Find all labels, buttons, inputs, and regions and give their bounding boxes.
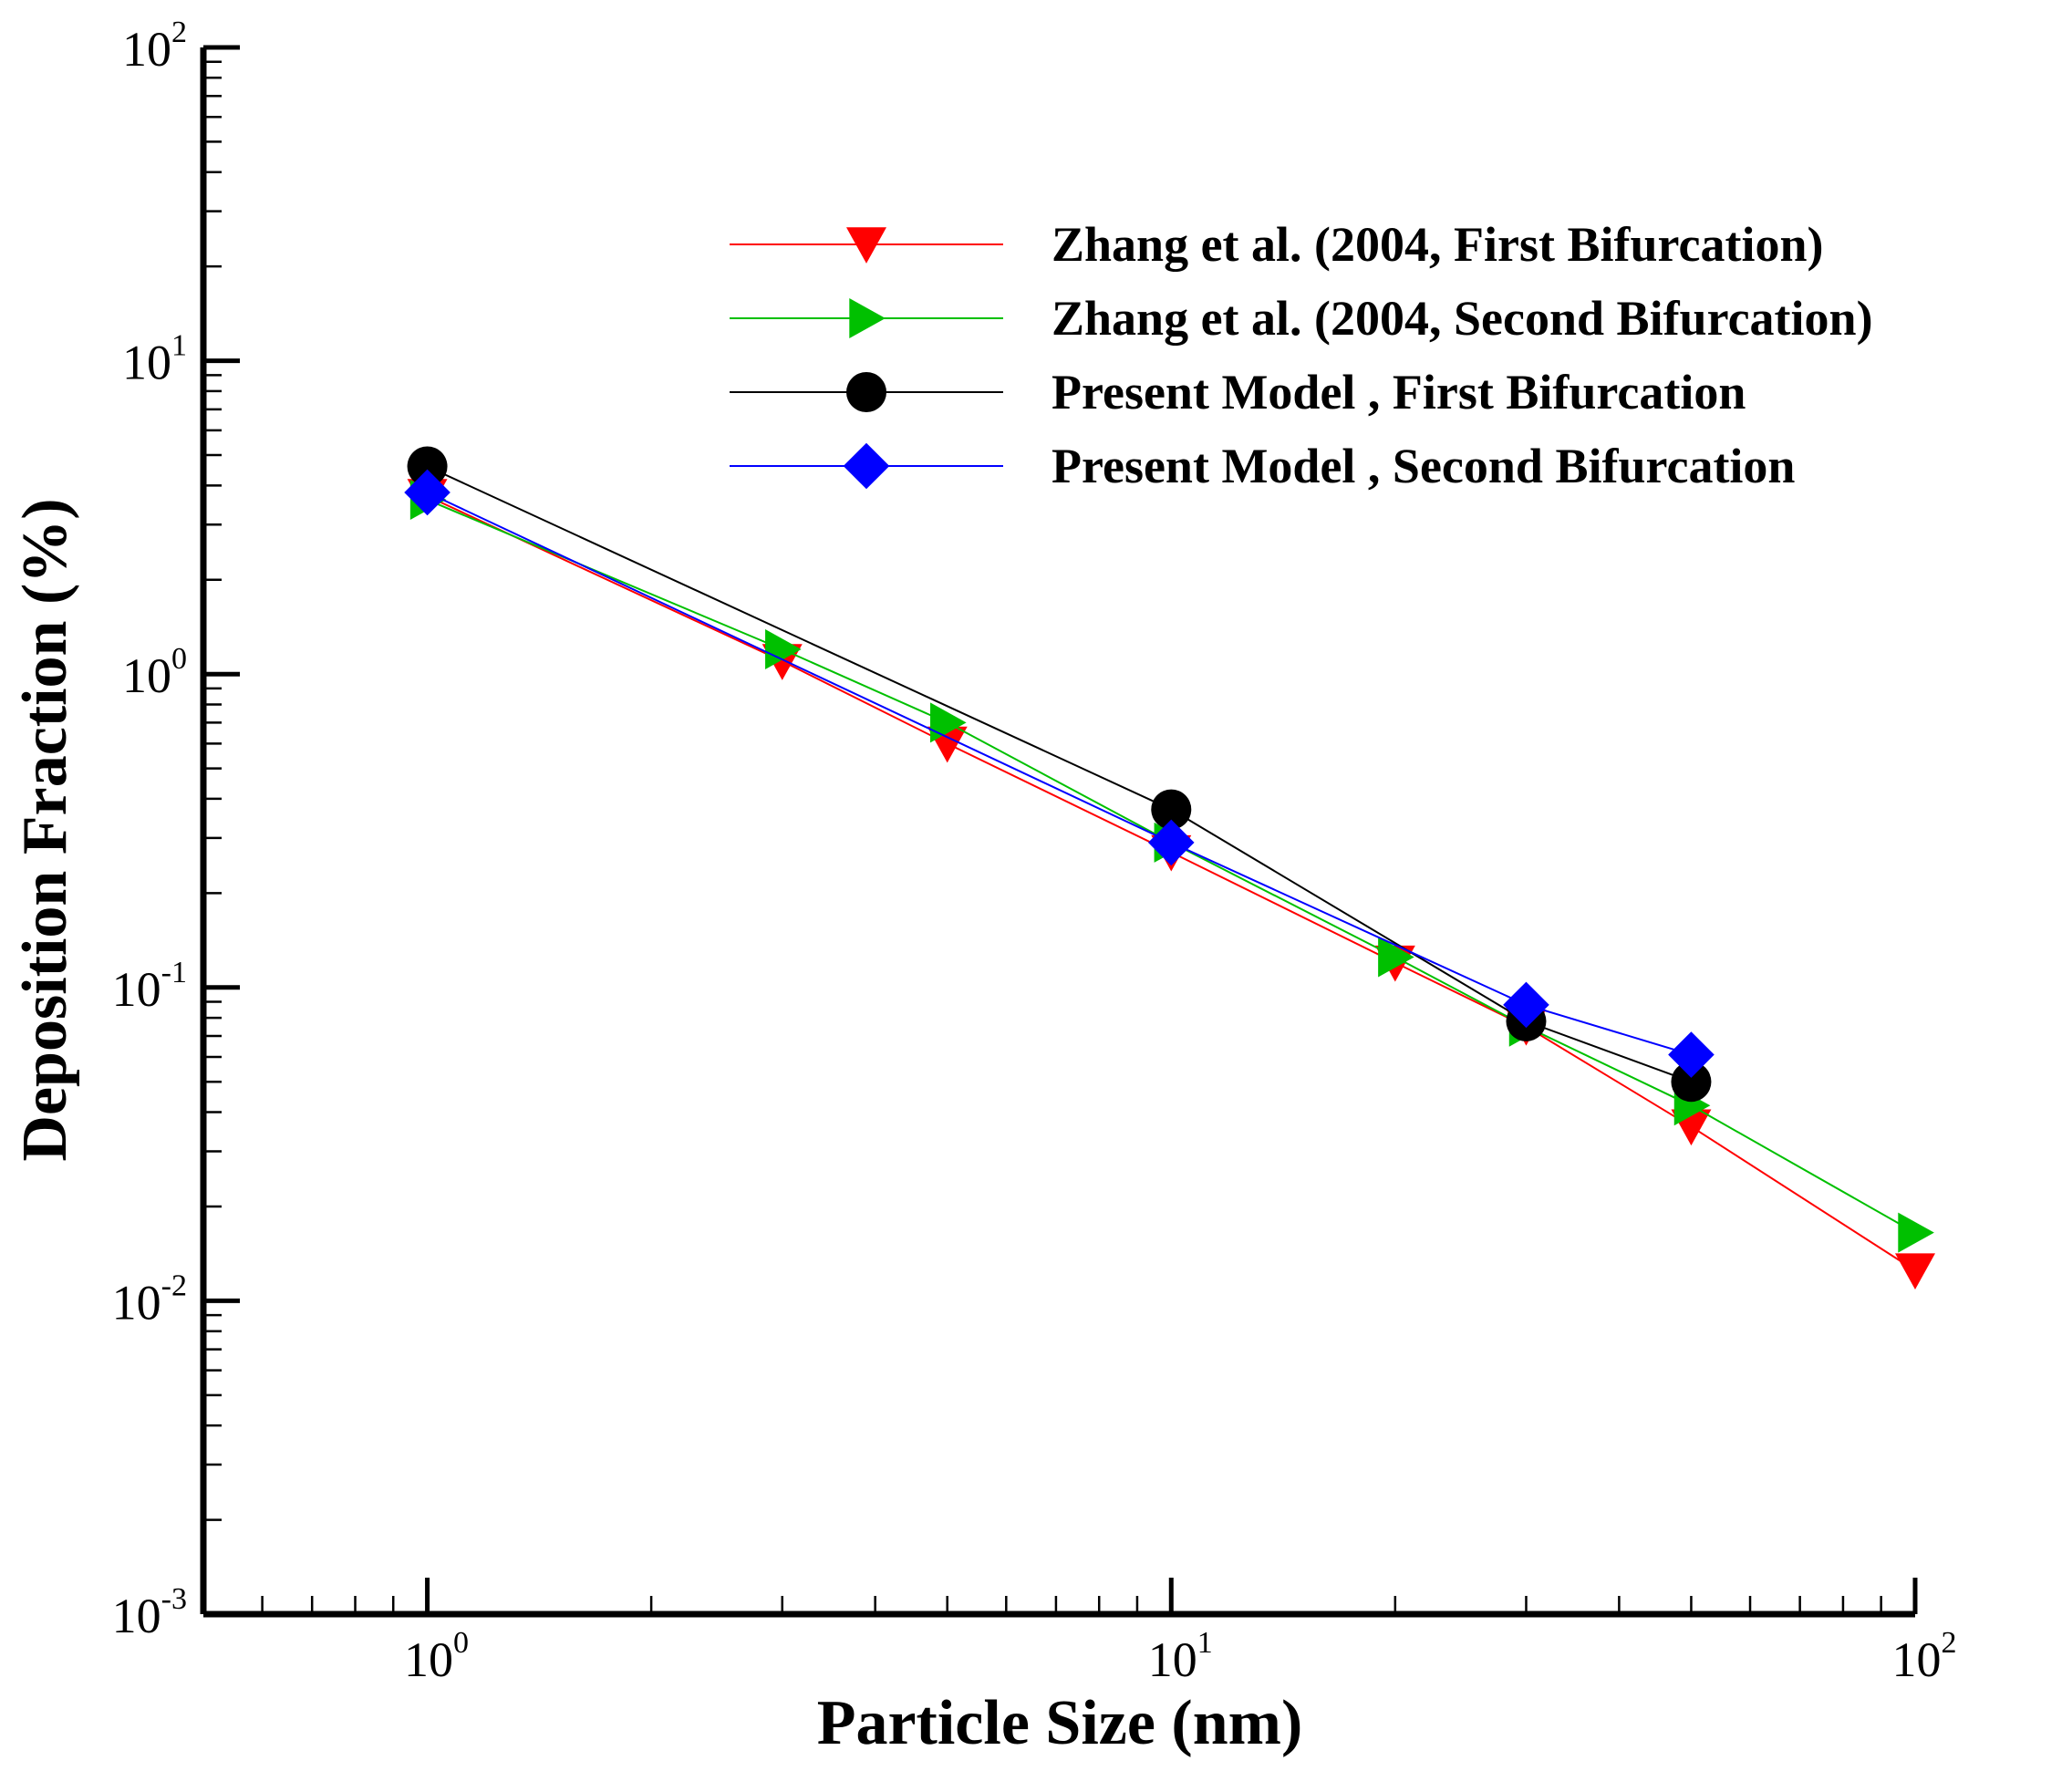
series-line [427,499,1916,1234]
legend-entry: Zhang et al. (2004, First Bifurcation) [730,217,1823,272]
legend-marker [843,442,890,490]
series-4 [404,469,1715,1078]
x-tick-label: 100 [404,1626,469,1687]
series-1 [407,479,1935,1290]
series-3 [407,446,1712,1103]
data-point [404,469,451,516]
axes [200,47,1915,1618]
legend-entry: Zhang et al. (2004, Second Bifurcation) [730,291,1873,346]
axis-ticks [202,45,1918,1617]
series-line [427,465,1692,1083]
y-axis-title: Deposition Fraction (%) [10,498,80,1161]
legend-marker [846,372,886,412]
legend-label: Zhang et al. (2004, Second Bifurcation) [1052,291,1873,346]
legend-marker [849,298,886,338]
x-tick-label: 102 [1892,1626,1957,1687]
legend-label: Present Model , First Bifurcation [1052,365,1746,419]
data-point [1503,981,1549,1029]
data-point [765,628,802,669]
legend-entry: Present Model , Second Bifurcation [730,439,1795,493]
x-tick-label: 101 [1148,1626,1213,1687]
legend-marker [846,227,886,264]
series-line [427,492,1692,1056]
y-tick-label: 102 [122,16,187,77]
y-tick-label: 100 [122,642,187,703]
y-tick-label: 10-3 [112,1582,187,1643]
legend-label: Present Model , Second Bifurcation [1052,439,1795,493]
x-axis-title: Particle Size (nm) [817,1688,1303,1758]
tick-labels: 10-3 10-2 10-1 100 101 102 100 101 102 [112,16,1957,1687]
data-point [1378,937,1414,978]
data-point [1151,789,1192,830]
y-tick-label: 101 [122,329,187,390]
data-point [1895,1253,1935,1290]
data-point [1671,1062,1712,1103]
legend-label: Zhang et al. (2004, First Bifurcation) [1052,217,1823,272]
data-point [407,446,448,487]
data-point [1147,819,1195,866]
data-point [1668,1031,1715,1078]
data-point [1898,1212,1934,1253]
series-line [427,495,1916,1271]
legend-entry: Present Model , First Bifurcation [730,365,1746,419]
y-tick-label: 10-2 [112,1269,187,1330]
legend: Zhang et al. (2004, First Bifurcation) Zh… [730,217,1873,493]
y-tick-label: 10-1 [112,956,187,1017]
series [404,446,1935,1290]
